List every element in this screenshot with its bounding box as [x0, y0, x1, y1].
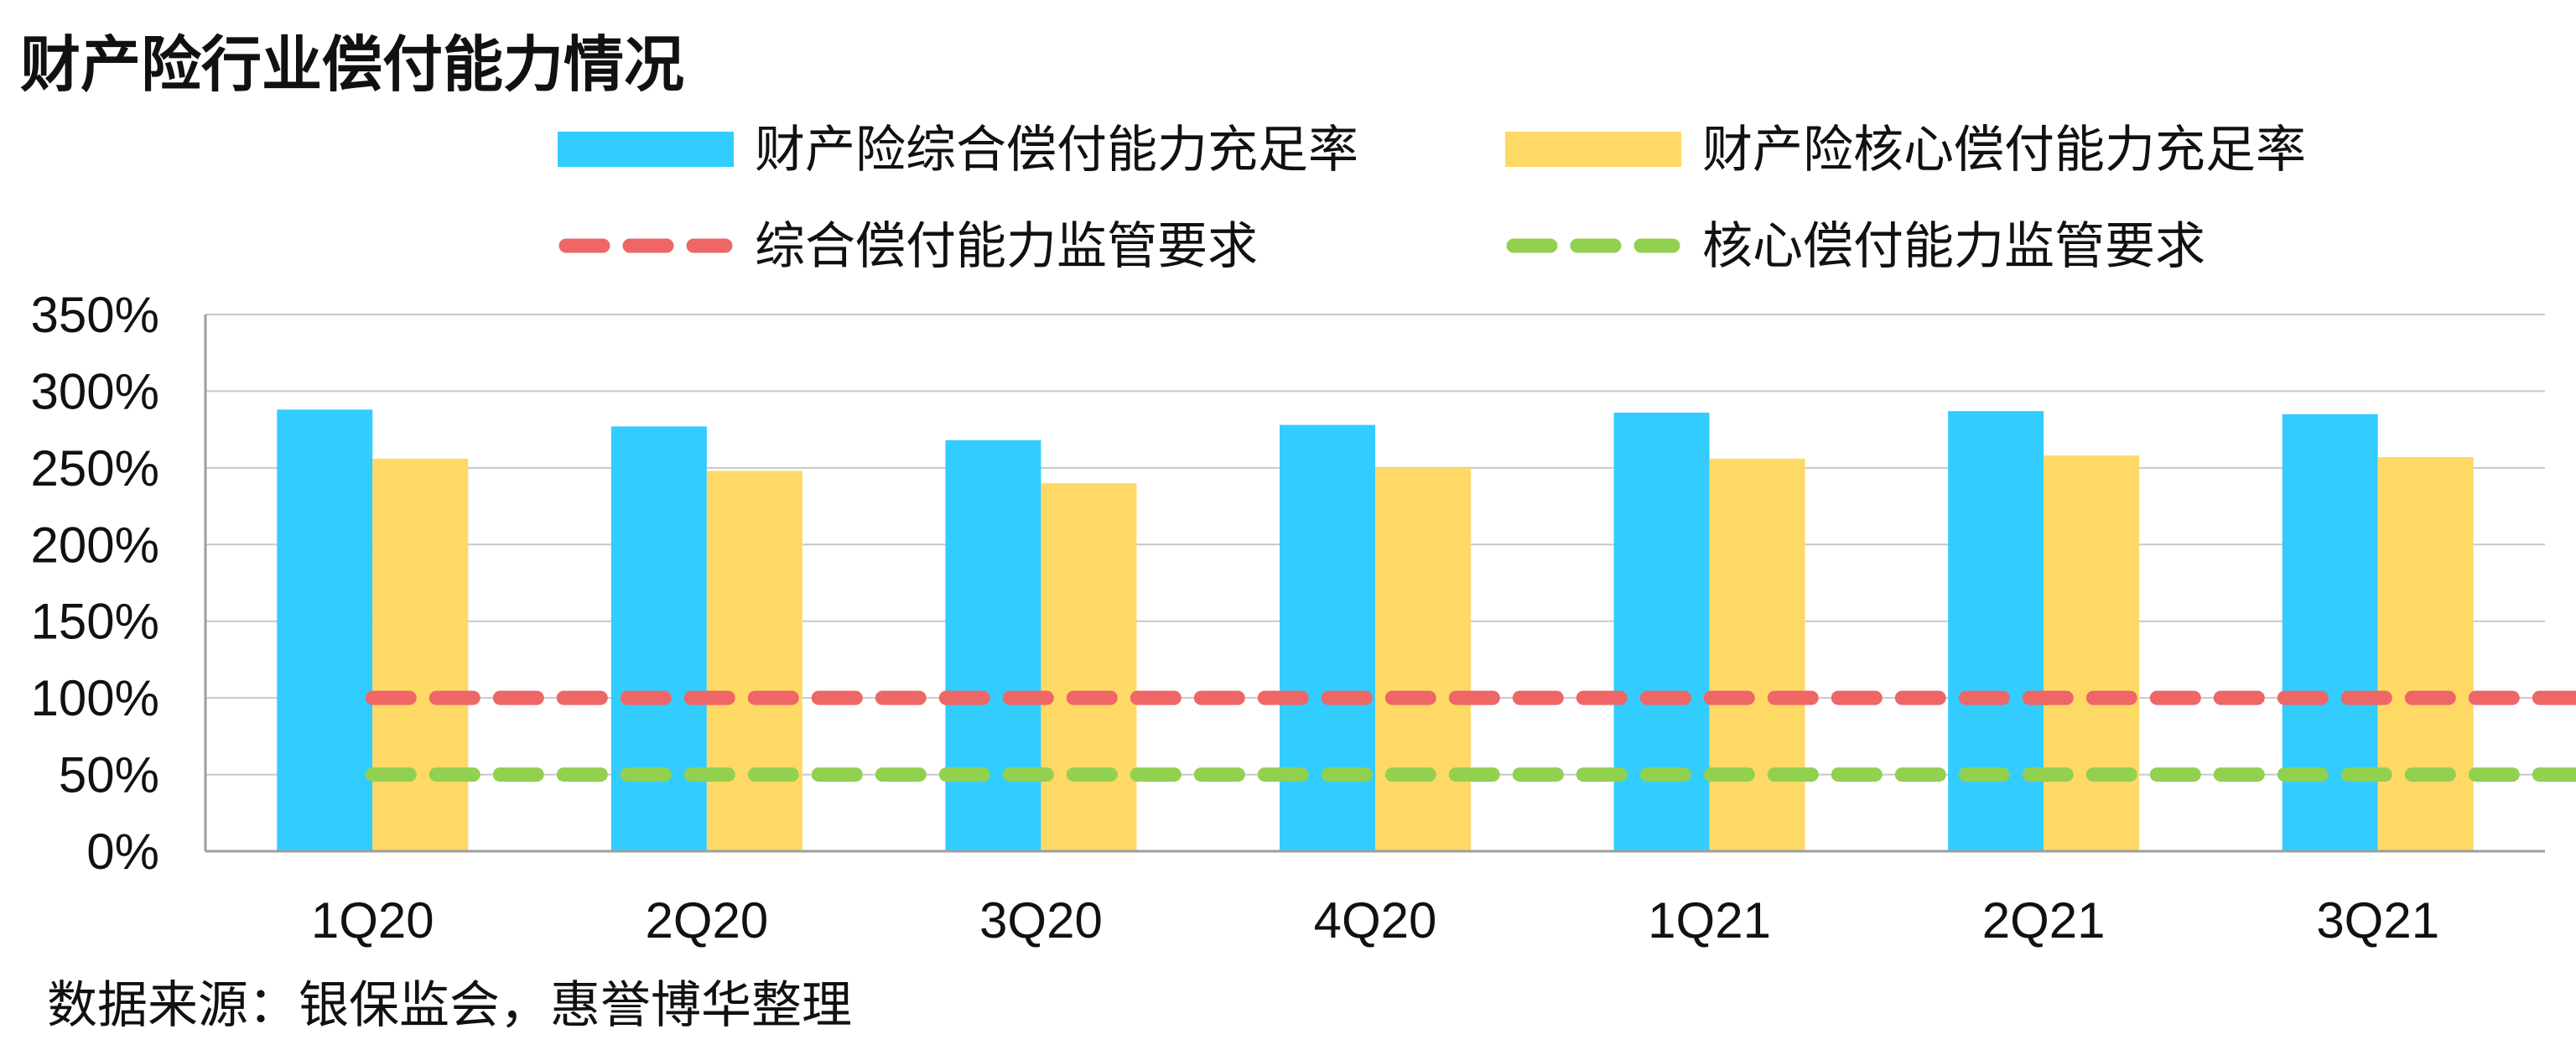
legend-item: 财产险核心偿付能力充足率 — [1505, 121, 2306, 179]
legend-label: 财产险综合偿付能力充足率 — [755, 121, 1358, 179]
y-tick-label: 0% — [86, 824, 159, 880]
bar-2Q20-core — [706, 470, 802, 851]
bar-1Q21-composite — [1613, 413, 1710, 851]
legend-label: 综合偿付能力监管要求 — [755, 217, 1258, 276]
x-tick-label: 2Q20 — [645, 892, 768, 949]
y-tick-label: 350% — [31, 287, 159, 343]
x-tick-label: 1Q21 — [1648, 892, 1771, 949]
source-note: 数据来源：银保监会，惠誉博华整理 — [47, 976, 852, 1035]
bar-1Q20-core — [372, 458, 469, 851]
x-tick-label: 2Q21 — [1982, 892, 2106, 949]
legend-label: 核心偿付能力监管要求 — [1702, 217, 2205, 276]
x-tick-label: 1Q20 — [311, 892, 434, 949]
y-tick-label: 250% — [31, 440, 159, 496]
y-tick-label: 100% — [31, 670, 159, 726]
bars-layer — [277, 409, 2474, 851]
bar-2Q21-composite — [1948, 411, 2044, 851]
x-tick-label: 3Q20 — [979, 892, 1103, 949]
chart-title: 财产险行业偿付能力情况 — [20, 29, 685, 100]
x-tick-label: 4Q20 — [1314, 892, 1437, 949]
bar-3Q20-composite — [945, 439, 1041, 851]
bar-1Q20-composite — [277, 409, 373, 851]
bar-3Q21-core — [2377, 457, 2474, 851]
legend-item: 核心偿付能力监管要求 — [1506, 217, 2205, 276]
bar-4Q20-core — [1375, 467, 1471, 851]
legend-item: 综合偿付能力监管要求 — [558, 217, 1258, 276]
x-tick-label: 3Q21 — [2316, 892, 2439, 949]
bar-1Q21-core — [1709, 458, 1805, 851]
y-tick-label: 300% — [31, 363, 159, 419]
y-tick-label: 200% — [31, 517, 159, 573]
y-tick-label: 50% — [59, 747, 159, 803]
bar-4Q20-composite — [1280, 424, 1375, 851]
legend-swatch — [1505, 132, 1681, 167]
lines-layer — [365, 690, 2576, 782]
bar-3Q20-core — [1041, 483, 1137, 851]
bar-2Q20-composite — [610, 426, 707, 851]
legend-label: 财产险核心偿付能力充足率 — [1702, 121, 2306, 179]
legend-swatch — [558, 132, 734, 167]
legend-item: 财产险综合偿付能力充足率 — [558, 121, 1358, 179]
axis-layer: 0% 50% 100% 150% 200% 250% 300% 350% 1Q20 2Q20 3Q2… — [31, 287, 2545, 949]
y-tick-label: 150% — [31, 594, 159, 650]
bar-3Q21-composite — [2282, 413, 2378, 851]
bar-2Q21-core — [2044, 455, 2140, 851]
